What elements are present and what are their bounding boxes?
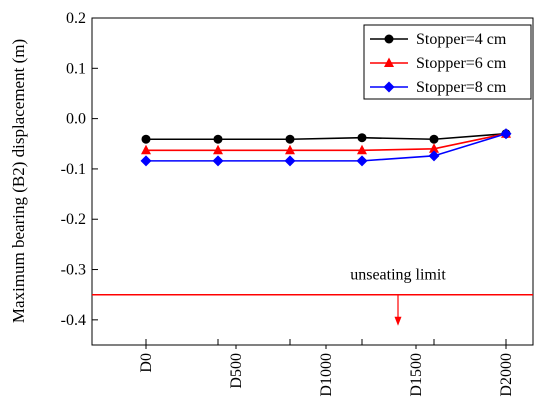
y-tick-label: -0.1 xyxy=(61,161,86,178)
data-point xyxy=(140,155,152,167)
data-point xyxy=(356,155,368,167)
series-line xyxy=(146,132,507,152)
plot-frame xyxy=(91,17,534,346)
unseating-limit: unseating limit xyxy=(92,267,533,326)
data-point xyxy=(285,134,295,144)
data-point xyxy=(384,57,394,67)
series-group xyxy=(140,128,512,167)
y-tick-label: -0.2 xyxy=(61,211,86,228)
y-tick-label: -0.3 xyxy=(61,262,86,279)
data-point xyxy=(141,134,151,144)
series-line xyxy=(146,132,507,162)
data-point xyxy=(141,144,151,155)
legend-label: Stopper=4 cm xyxy=(416,31,507,48)
legend-label: Stopper=6 cm xyxy=(416,55,507,72)
legend: Stopper=4 cm Stopper=6 cm Stopper=8 cm xyxy=(363,24,532,100)
series-line xyxy=(146,132,507,141)
x-tick-label: D1500 xyxy=(408,353,425,397)
series xyxy=(140,128,512,167)
y-tick-label: -0.4 xyxy=(61,312,86,329)
x-tick-label: D1000 xyxy=(318,353,335,397)
y-axis-label: Maximum bearing (B2) displacement (m) xyxy=(9,39,28,323)
data-point xyxy=(284,155,296,167)
data-point xyxy=(384,34,394,44)
unseating-limit-arrow-head xyxy=(394,316,402,326)
x-axis: D0 D500 D1000 D1500 D2000 xyxy=(138,339,515,397)
data-point xyxy=(428,150,440,162)
data-point xyxy=(213,144,223,155)
data-point xyxy=(212,155,224,167)
data-point xyxy=(383,81,395,93)
data-point xyxy=(357,144,367,155)
data-point xyxy=(357,133,367,143)
y-tick-label: 0.1 xyxy=(66,60,86,77)
data-point xyxy=(213,134,223,144)
data-point xyxy=(285,144,295,155)
x-tick-label: D2000 xyxy=(498,353,515,397)
y-axis: 0.2 0.1 0.0 -0.1 -0.2 -0.3 -0.4 xyxy=(61,10,98,329)
x-tick-label: D0 xyxy=(138,353,155,373)
series xyxy=(141,128,511,155)
y-tick-label: 0.0 xyxy=(66,111,86,128)
data-point xyxy=(429,134,439,144)
legend-label: Stopper=8 cm xyxy=(416,79,507,96)
series xyxy=(141,129,511,144)
data-point xyxy=(500,128,512,140)
y-tick-label: 0.2 xyxy=(66,10,86,27)
data-point xyxy=(429,143,439,153)
unseating-limit-label: unseating limit xyxy=(350,267,446,284)
x-tick-label: D500 xyxy=(228,353,245,389)
